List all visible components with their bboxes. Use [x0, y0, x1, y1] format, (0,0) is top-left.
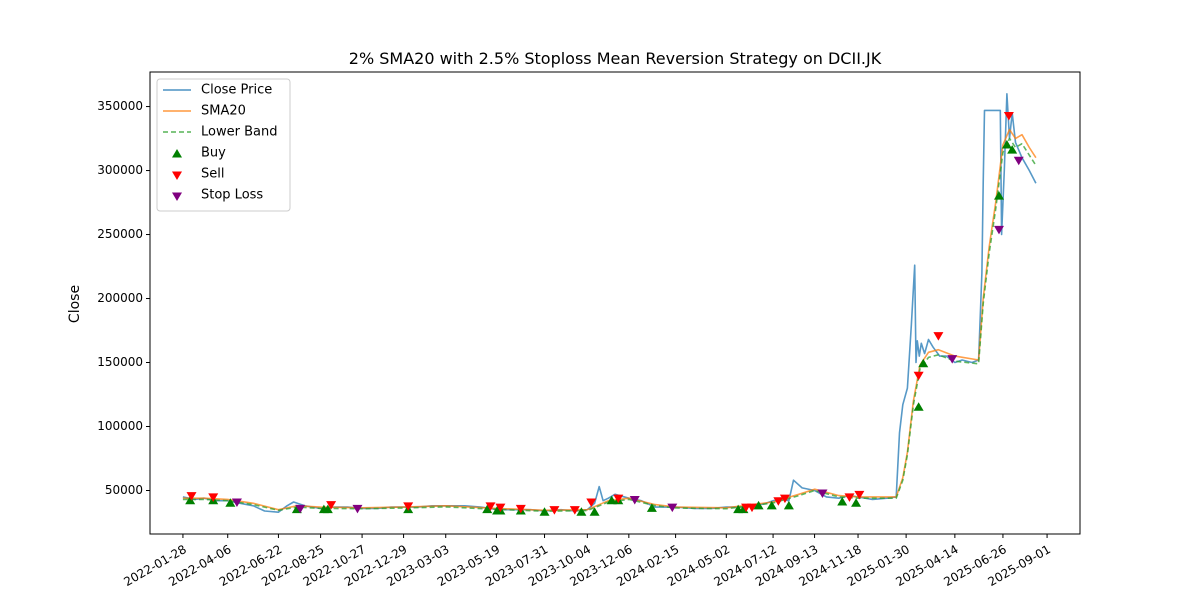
marker-buy: [753, 500, 764, 510]
marker-sell: [1003, 112, 1014, 121]
marker-stop-loss: [1013, 156, 1024, 166]
legend-label-close-price: Close Price: [201, 83, 272, 98]
marker-stop-loss: [667, 503, 678, 513]
marker-sell: [495, 503, 506, 513]
marker-sell: [326, 501, 337, 510]
legend-box: [156, 78, 291, 212]
y-tick-label: 100000: [97, 419, 143, 433]
marker-sell: [854, 490, 865, 500]
series-line-sma20: [182, 128, 1037, 512]
marker-sell: [844, 493, 855, 502]
y-axis: 50000 100000 150000 200000 250000 300000 35000…: [97, 99, 150, 497]
legend-label-lower-band: Lower Band: [201, 125, 277, 140]
y-tick-label: 200000: [97, 291, 143, 305]
series-layer: [182, 93, 1037, 514]
plot-frame: [149, 71, 1081, 535]
marker-buy: [851, 498, 862, 507]
marker-stop-loss: [352, 504, 363, 514]
marker-sell: [773, 497, 784, 506]
marker-buy: [783, 500, 794, 510]
legend-label-buy: Buy: [201, 146, 226, 161]
marker-buy: [482, 504, 493, 514]
marker-buy: [993, 191, 1004, 200]
legend-marker-stop-loss: [172, 192, 182, 201]
legend-marker-sell: [172, 171, 182, 180]
marker-sell: [403, 502, 414, 511]
marker-sell: [186, 492, 197, 501]
chart-title: 2% SMA20 with 2.5% Stoploss Mean Reversi…: [349, 49, 882, 68]
marker-buy: [225, 498, 236, 507]
marker-stop-loss: [947, 355, 958, 364]
marker-stop-loss: [295, 504, 306, 514]
legend-label-sma20: SMA20: [201, 104, 246, 119]
marker-buy: [322, 504, 333, 514]
marker-buy: [837, 497, 848, 506]
marker-sell: [515, 504, 526, 514]
legend-label-sell: Sell: [201, 167, 224, 182]
y-tick-label: 250000: [97, 227, 143, 241]
marker-stop-loss: [993, 225, 1004, 235]
marker-sell: [779, 494, 790, 504]
marker-stop-loss: [231, 498, 242, 508]
y-tick-label: 300000: [97, 163, 143, 177]
y-tick-label: 150000: [97, 355, 143, 369]
marker-buy: [185, 495, 196, 505]
plot-area: [150, 72, 1080, 534]
marker-buy: [589, 507, 600, 516]
marker-buy: [576, 507, 587, 516]
marker-sell: [549, 506, 560, 515]
legend: Close Price SMA20 Lower Band Buy Sell Stop Lo…: [156, 78, 291, 212]
marker-buy: [539, 507, 550, 516]
legend-marker-buy: [172, 149, 182, 158]
series-line-lower-band: [182, 137, 1037, 513]
marker-sell: [613, 494, 624, 504]
y-tick-label: 50000: [105, 483, 143, 497]
marker-sell: [208, 493, 219, 502]
marker-stop-loss: [817, 489, 828, 499]
marker-buy: [606, 495, 617, 505]
marker-buy: [646, 503, 657, 512]
marker-sell: [485, 502, 496, 511]
y-tick-label: 350000: [97, 99, 143, 113]
marker-sell: [569, 506, 580, 515]
legend-label-stop-loss: Stop Loss: [201, 188, 263, 203]
marker-sell: [746, 503, 757, 513]
marker-buy: [918, 358, 929, 368]
marker-sell: [586, 498, 597, 508]
marker-sell: [933, 332, 944, 341]
marker-buy: [766, 500, 777, 510]
marker-sell: [913, 371, 924, 381]
marker-buy: [1007, 145, 1018, 154]
marker-buy: [1001, 139, 1012, 149]
marker-stop-loss: [629, 495, 640, 505]
marker-buy: [913, 402, 924, 411]
y-axis-label: Close: [67, 285, 83, 323]
marker-layer: [185, 112, 1024, 516]
